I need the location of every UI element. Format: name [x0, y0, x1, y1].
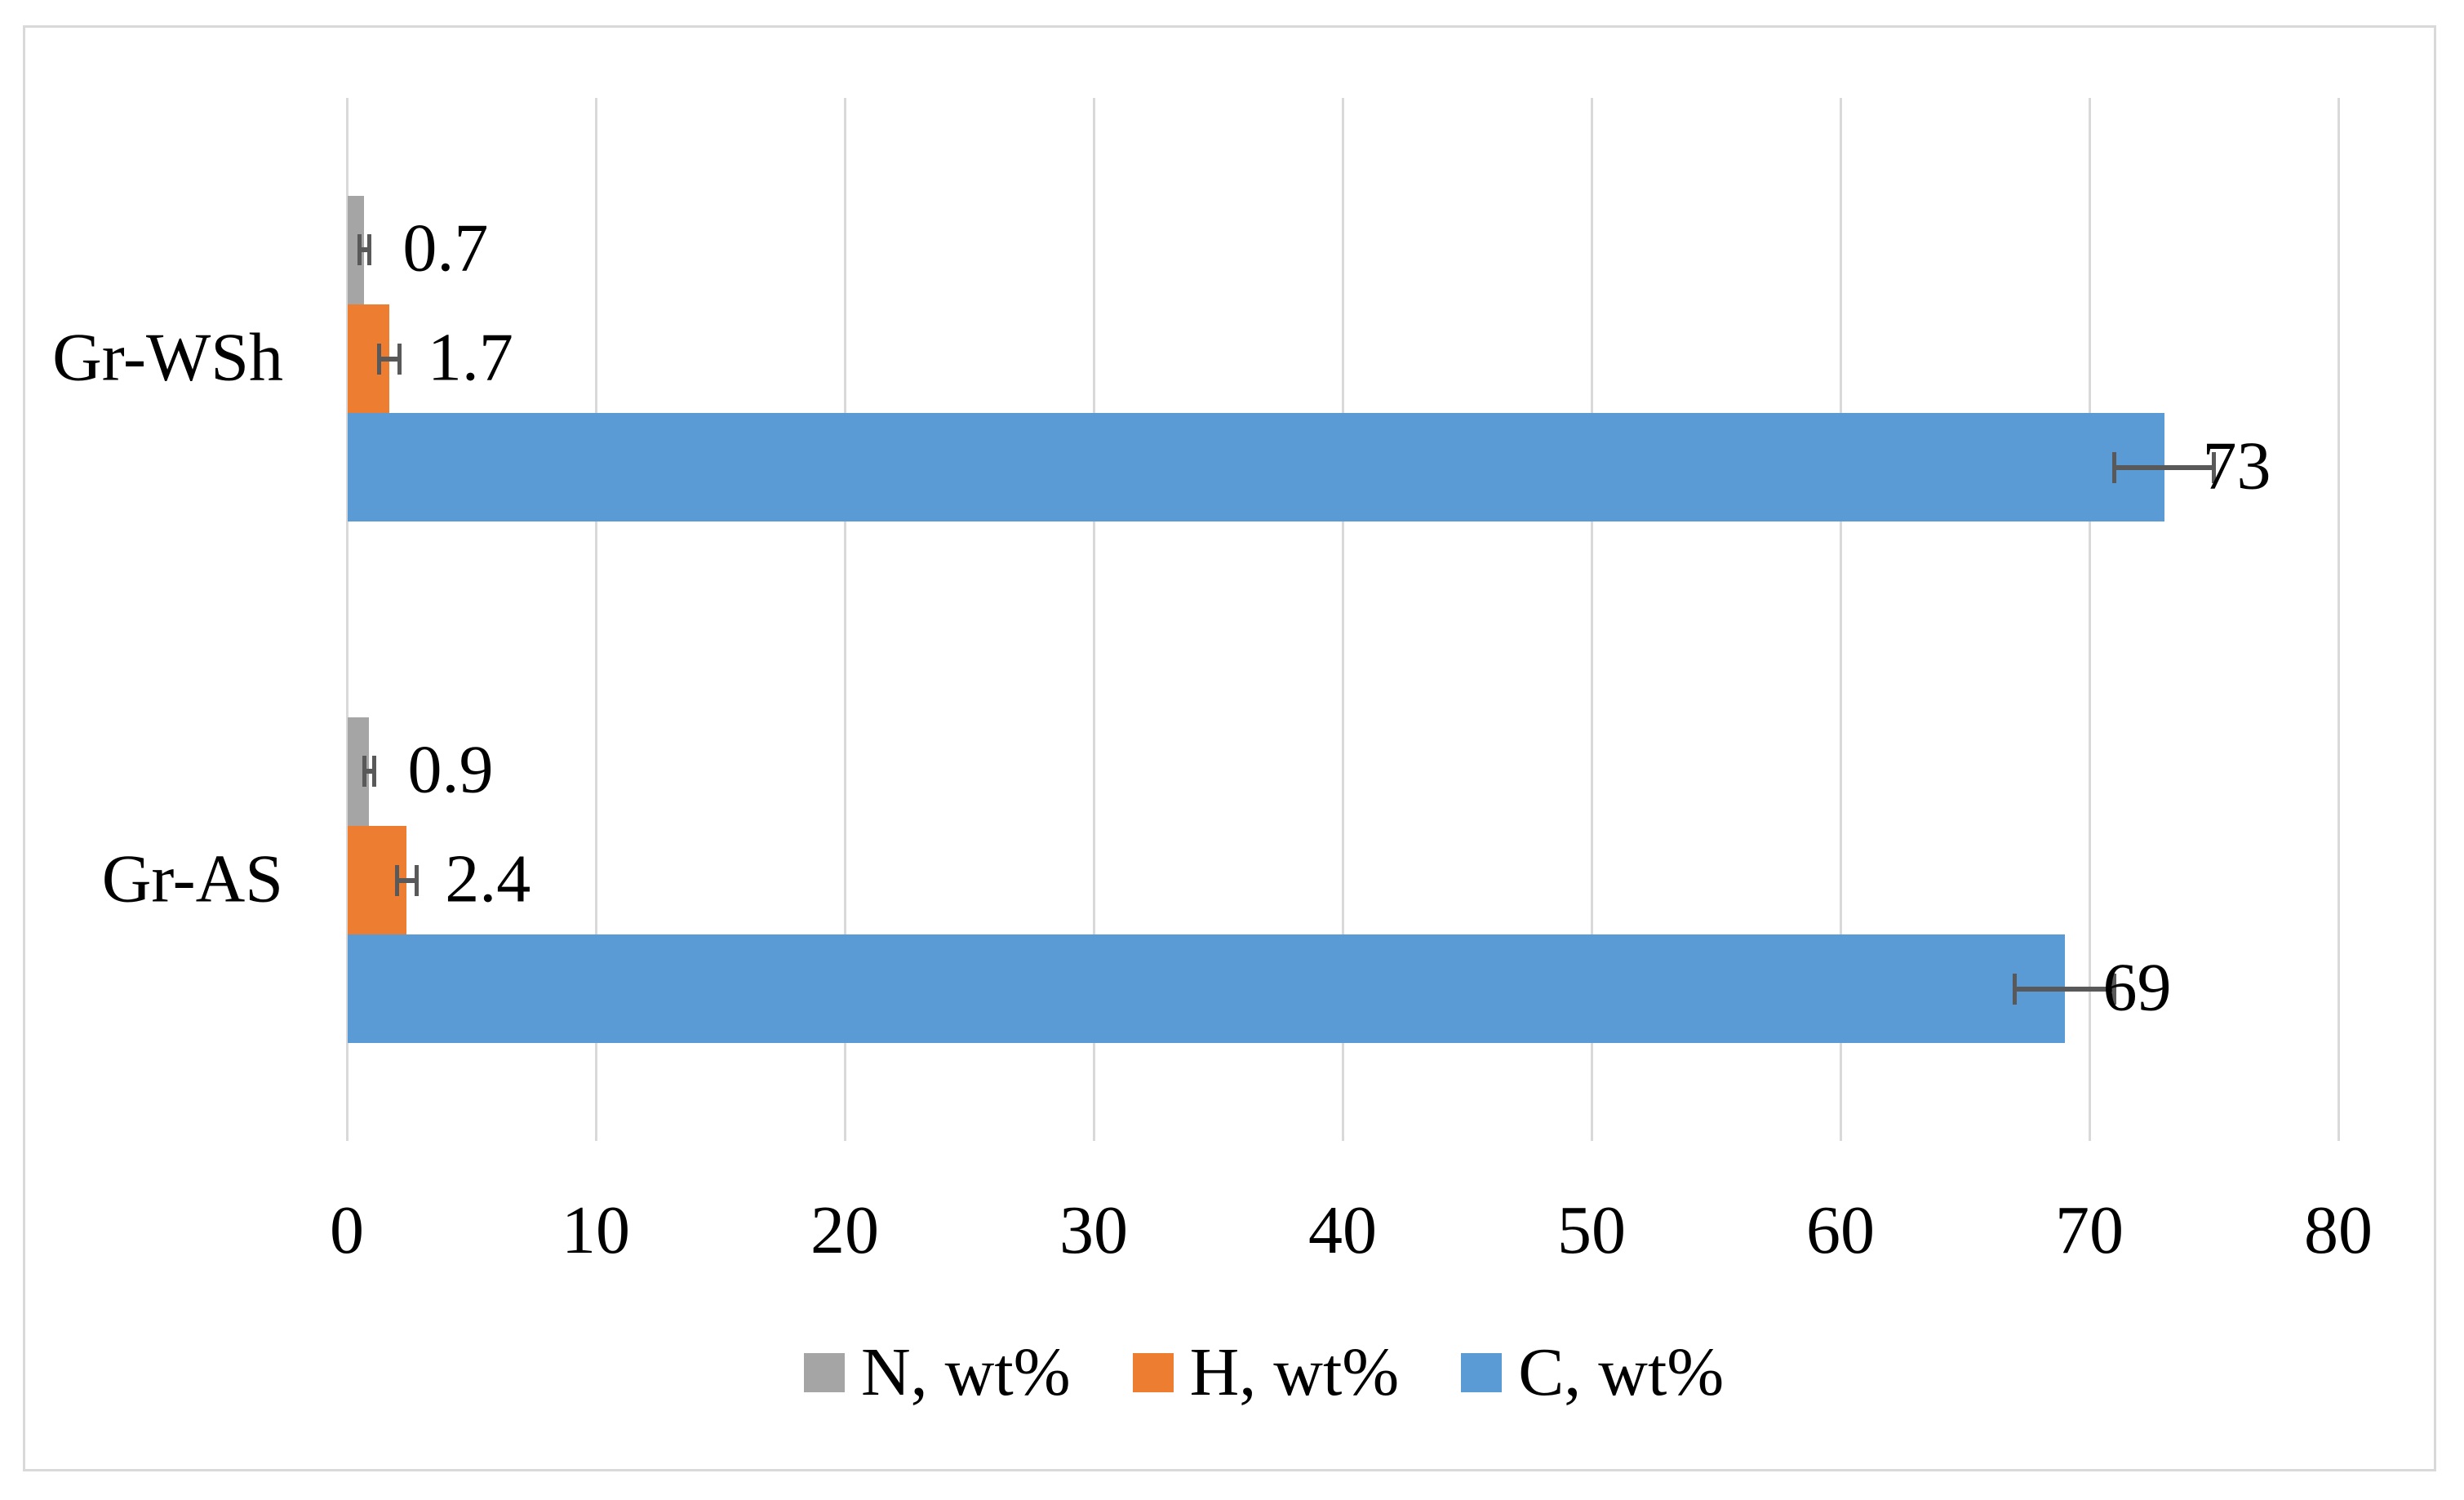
legend-label: N, wt%	[861, 1334, 1071, 1410]
legend-item: H, wt%	[1132, 1334, 1400, 1410]
x-tick-label: 60	[1806, 1192, 1875, 1268]
error-bar	[2114, 464, 2214, 470]
x-tick-label: 0	[330, 1192, 364, 1268]
legend-item: N, wt%	[804, 1338, 1071, 1407]
category-label-gr-as: Gr-AS	[101, 840, 283, 916]
legend-item: C, wt%	[1461, 1338, 1724, 1407]
value-label: 69	[2102, 949, 2172, 1026]
x-tick-label: 50	[1557, 1192, 1626, 1268]
error-bar-cap	[377, 343, 382, 375]
error-bar	[364, 769, 375, 774]
error-bar	[2014, 986, 2115, 992]
x-tick-label: 10	[562, 1192, 630, 1268]
error-bar-cap	[2112, 451, 2116, 483]
legend-swatch-h	[1132, 1353, 1174, 1392]
gridline	[2337, 98, 2340, 1141]
x-tick-label: 30	[1059, 1192, 1128, 1268]
legend: N, wt% H, wt% C, wt%	[804, 1330, 1724, 1415]
error-bar	[379, 356, 400, 362]
bar-n-gr-wsh	[348, 195, 365, 304]
x-tick-label: 80	[2304, 1192, 2373, 1268]
value-label: 2.4	[445, 840, 531, 916]
error-bar-cap	[397, 343, 402, 375]
gridline	[1839, 98, 1842, 1141]
gridline	[2088, 98, 2091, 1141]
x-tick-label: 70	[2055, 1192, 2124, 1268]
value-label: 1.7	[427, 318, 513, 395]
x-tick-label: 20	[810, 1192, 879, 1268]
value-label: 73	[2202, 428, 2271, 504]
error-bar-cap	[394, 864, 399, 896]
gridline	[594, 98, 597, 1141]
gridline	[1341, 98, 1344, 1141]
gridline	[345, 98, 349, 1141]
error-bar-cap	[372, 756, 377, 788]
gridline	[1590, 98, 1593, 1141]
x-tick-label: 40	[1308, 1192, 1377, 1268]
error-bar-cap	[414, 864, 419, 896]
chart-frame	[23, 25, 2436, 1471]
category-label-gr-wsh: Gr-WSh	[52, 318, 283, 395]
error-bar-cap	[357, 234, 362, 266]
bar-c-gr-as	[348, 934, 2065, 1044]
error-bar	[359, 247, 370, 253]
legend-swatch-c	[1461, 1353, 1503, 1392]
error-bar-cap	[366, 234, 371, 266]
value-label: 0.7	[402, 210, 489, 286]
error-bar-cap	[362, 756, 366, 788]
error-bar-cap	[2112, 973, 2116, 1005]
legend-label: H, wt%	[1189, 1334, 1400, 1410]
error-bar-cap	[2013, 973, 2017, 1005]
legend-label: C, wt%	[1518, 1334, 1725, 1410]
value-label: 0.9	[407, 731, 494, 808]
gridline	[843, 98, 846, 1141]
error-bar-cap	[2212, 451, 2216, 483]
gridline	[1092, 98, 1095, 1141]
bar-c-gr-wsh	[348, 413, 2164, 522]
error-bar	[397, 877, 417, 883]
legend-swatch-n	[804, 1353, 845, 1392]
